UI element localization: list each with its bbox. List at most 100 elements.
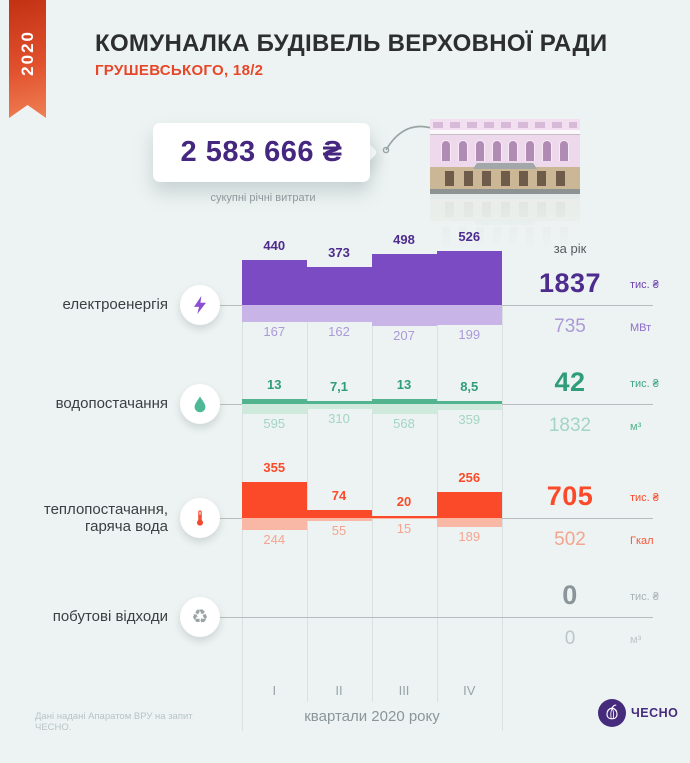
- yearly-usage-unit: МВт: [630, 322, 652, 334]
- usage-bar: [436, 518, 502, 528]
- chesno-logo-text: ЧЕСНО: [631, 706, 679, 720]
- money-bar: [242, 259, 307, 305]
- yearly-usage-unit: м³: [630, 421, 642, 433]
- building-cornice: [430, 130, 580, 135]
- yearly-usage-unit: м³: [630, 634, 642, 646]
- quarter-category-label: IV: [463, 683, 476, 698]
- usage-bar: [306, 518, 372, 521]
- yearly-usage-total: 0: [564, 628, 576, 649]
- quarter-usage-value: 55: [331, 522, 347, 538]
- price-tag: [153, 123, 370, 182]
- building-window-icon: [491, 140, 502, 161]
- yearly-cost-total: 0: [562, 580, 578, 610]
- quarter-money-value: 20: [396, 493, 412, 509]
- quarter-money-value: 440: [263, 237, 286, 253]
- quarter-usage-value: 244: [263, 532, 286, 548]
- yearly-cost-unit: тис. ₴: [630, 378, 659, 390]
- lightning-badge: [180, 285, 220, 325]
- price-tag-caption: сукупні річні витрати: [210, 192, 316, 204]
- data-source-note: Дані надані Апаратом ВРУ на запит ЧЕСНО.: [35, 711, 193, 733]
- thermometer-icon: [197, 510, 203, 526]
- building-window-icon: [555, 171, 565, 186]
- lightning-icon: [194, 295, 206, 315]
- quarter-category-label: I: [272, 683, 277, 698]
- quarter-money-value: 8,5: [460, 378, 479, 394]
- page-subtitle: ГРУШЕВСЬКОГО, 18/2: [95, 62, 264, 79]
- building-window-icon: [542, 140, 553, 161]
- row-label: водопостачання: [55, 395, 168, 412]
- usage-bar: [242, 518, 307, 531]
- page-title: КОМУНАЛКА БУДІВЕЛЬ ВЕРХОВНОЇ РАДИ: [95, 30, 608, 57]
- usage-bar: [436, 305, 502, 326]
- yearly-cost-total: 705: [546, 481, 594, 511]
- quarter-usage-value: 167: [263, 324, 286, 340]
- yearly-cost-unit: тис. ₴: [630, 279, 659, 291]
- quarter-usage-value: 568: [393, 415, 415, 431]
- money-bar: [371, 515, 437, 518]
- building-window-icon: [537, 171, 547, 186]
- recycle-icon: ♻: [191, 605, 209, 628]
- building-main-floor: [430, 135, 580, 169]
- money-bar: [436, 251, 502, 305]
- usage-bar: [242, 404, 307, 414]
- yearly-cost-unit: тис. ₴: [630, 492, 659, 504]
- money-bar: [242, 481, 307, 518]
- quarter-usage-value: 15: [396, 521, 412, 536]
- building-window-icon: [559, 140, 569, 161]
- quarter-money-value: 526: [458, 229, 481, 245]
- money-bar: [371, 253, 437, 305]
- yearly-usage-total: 502: [554, 529, 586, 550]
- row-label: теплопостачання, гаряча вода: [43, 501, 168, 535]
- building-window-icon: [445, 171, 455, 186]
- parliament-building-illustration: [430, 119, 580, 194]
- recycle-badge: ♻: [180, 597, 220, 637]
- building-lower-floor: [430, 167, 580, 189]
- building-window-icon: [508, 140, 519, 161]
- quarter-money-value: 7,1: [329, 379, 349, 395]
- row-label: електроенергія: [62, 296, 168, 313]
- quarter-usage-value: 189: [458, 529, 481, 545]
- usage-bar: [371, 404, 437, 414]
- droplet-icon: [194, 396, 206, 413]
- x-axis-label: квартали 2020 року: [304, 708, 440, 725]
- quarter-money-value: 256: [458, 469, 481, 485]
- usage-bar: [371, 305, 437, 327]
- building-canopy: [473, 163, 537, 169]
- yearly-usage-total: 1832: [548, 415, 592, 436]
- yearly-usage-unit: Гкал: [630, 535, 654, 547]
- building-parapet: [430, 119, 580, 130]
- building-window-icon: [463, 171, 473, 186]
- usage-bar: [306, 305, 372, 322]
- usage-bar: [371, 518, 437, 519]
- building-window-icon: [457, 140, 468, 161]
- money-bar: [242, 398, 307, 404]
- quarter-usage-value: 199: [458, 327, 481, 343]
- usage-bar: [306, 404, 372, 410]
- quarter-category-label: III: [398, 683, 410, 698]
- money-bar: [436, 400, 502, 404]
- building-window-icon: [500, 171, 510, 186]
- quarter-money-value: 13: [267, 376, 282, 392]
- garlic-icon: [606, 704, 618, 720]
- price-tag-amount: 2 583 666 ₴: [180, 136, 343, 168]
- quarter-money-value: 498: [393, 231, 415, 247]
- yearly-cost-total: 42: [554, 367, 586, 397]
- quarter-usage-value: 310: [328, 411, 350, 427]
- row-axis-line: [186, 616, 653, 618]
- usage-bar: [242, 305, 307, 323]
- building-base: [430, 189, 580, 194]
- year-column-label: за рік: [553, 241, 587, 256]
- quarter-category-label: II: [335, 683, 343, 698]
- usage-bar: [436, 404, 502, 411]
- quarter-money-value: 13: [396, 376, 412, 392]
- building-window-icon: [525, 140, 536, 161]
- quarter-money-value: 355: [263, 459, 286, 475]
- building-window-icon: [474, 140, 485, 161]
- year-ribbon: 2020: [9, 0, 46, 118]
- money-bar: [371, 398, 437, 404]
- money-bar: [306, 266, 372, 305]
- quarter-money-value: 373: [328, 244, 350, 260]
- chart-gridline: [371, 305, 373, 702]
- building-window-icon: [518, 171, 528, 186]
